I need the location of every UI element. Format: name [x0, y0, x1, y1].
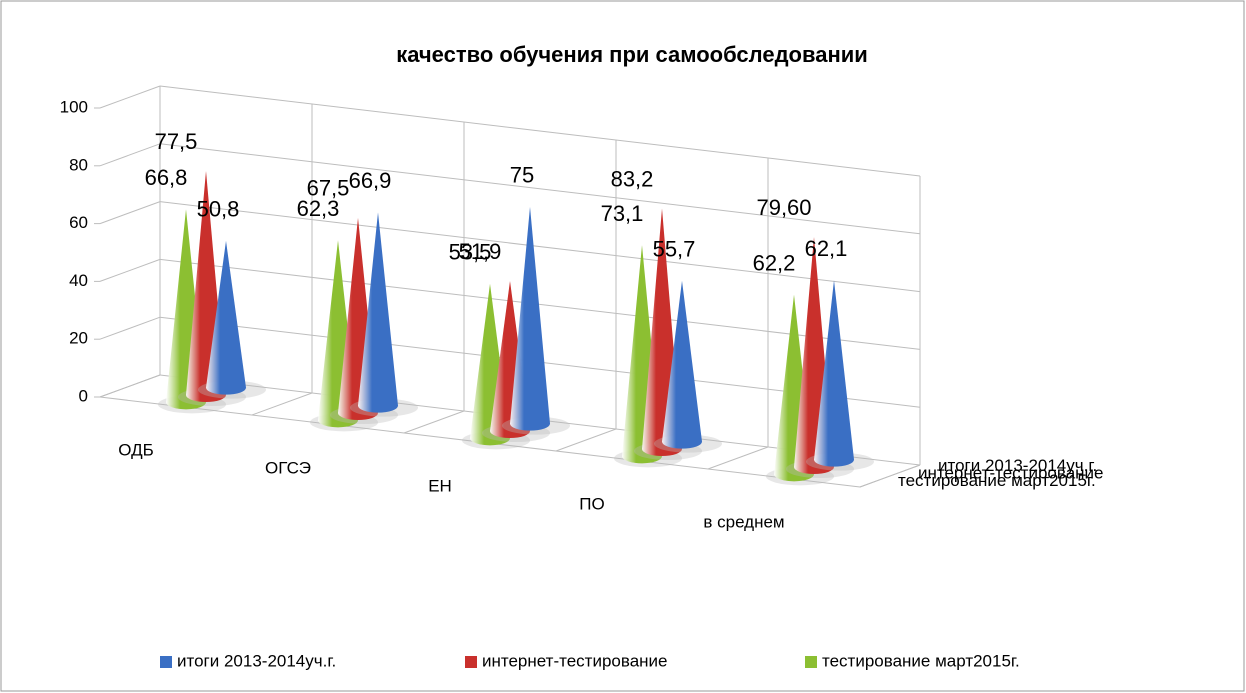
- cone: [662, 280, 702, 449]
- data-label: 79,60: [756, 195, 811, 220]
- x-tick-label: ОГСЭ: [265, 458, 311, 477]
- depth-label: тестирование март2015г.: [898, 471, 1096, 490]
- floor-line: [555, 428, 617, 452]
- data-label: 50,8: [197, 197, 240, 222]
- floor-line: [251, 392, 313, 416]
- grid-line: [99, 85, 161, 109]
- grid-line: [159, 201, 921, 293]
- cone: [814, 280, 854, 467]
- legend-label: итоги 2013-2014уч.г.: [177, 651, 336, 670]
- data-label: 77,5: [155, 129, 198, 154]
- y-tick-label: 60: [69, 213, 88, 232]
- data-label: 62,3: [297, 196, 340, 221]
- data-label: 51,9: [459, 239, 502, 264]
- y-tick-label: 0: [79, 386, 88, 405]
- legend-label: интернет-тестирование: [482, 651, 668, 670]
- depth-label: итоги 2013-2014уч.г.: [938, 456, 1097, 475]
- grid-line: [99, 201, 161, 225]
- cone: [206, 240, 246, 395]
- x-tick-label: ПО: [579, 494, 604, 513]
- x-tick-label: ЕН: [428, 476, 452, 495]
- grid-line: [99, 316, 161, 340]
- chart-title: качество обучения при самообследовании: [396, 42, 868, 67]
- data-label: 62,2: [753, 250, 796, 275]
- y-tick-label: 20: [69, 329, 88, 348]
- data-label: 62,1: [805, 236, 848, 261]
- grid-line: [99, 258, 161, 282]
- floor-line: [403, 410, 465, 434]
- y-tick-label: 40: [69, 271, 88, 290]
- legend-swatch: [160, 656, 172, 668]
- data-label: 66,8: [145, 165, 188, 190]
- data-label: 83,2: [611, 166, 654, 191]
- grid-line: [99, 143, 161, 167]
- floor-line: [707, 446, 769, 470]
- x-tick-label: ОДБ: [118, 440, 154, 459]
- cone: [358, 212, 398, 413]
- floor-line: [99, 374, 161, 398]
- data-label: 67,5: [307, 176, 350, 201]
- legend-label: тестирование март2015г.: [822, 651, 1020, 670]
- cone: [510, 206, 550, 431]
- depth-label: интернет-тестирование: [918, 463, 1104, 482]
- grid-line: [159, 143, 921, 235]
- depth-axis: [859, 464, 921, 488]
- data-label: 66,9: [349, 168, 392, 193]
- grid-line: [159, 85, 921, 177]
- data-label: 55,7: [653, 237, 696, 262]
- x-tick-label: в среднем: [703, 512, 784, 531]
- data-label: 75: [510, 163, 534, 188]
- data-label: 73,1: [601, 201, 644, 226]
- legend-swatch: [805, 656, 817, 668]
- legend-swatch: [465, 656, 477, 668]
- data-label: 53,5: [449, 240, 492, 265]
- y-tick-label: 80: [69, 155, 88, 174]
- y-tick-label: 100: [60, 97, 88, 116]
